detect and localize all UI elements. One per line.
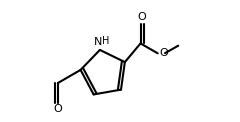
Text: O: O (54, 104, 62, 114)
Text: N: N (93, 36, 102, 46)
Text: O: O (159, 48, 168, 58)
Text: H: H (102, 36, 109, 46)
Text: O: O (138, 12, 146, 22)
